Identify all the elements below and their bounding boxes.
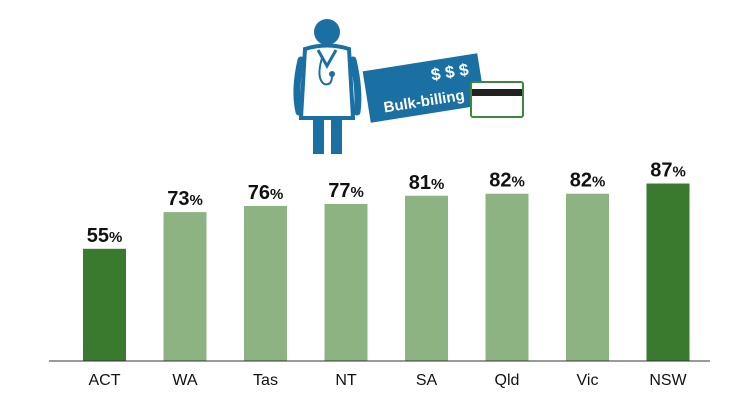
value-label-vic: 82% [570,170,606,192]
bulk-billing-banner: $ $ $ Bulk-billing [362,53,486,123]
value-label-nsw: 87% [650,160,686,182]
value-label-nt: 77% [328,180,364,202]
tick-label-sa: SA [416,372,438,389]
bar-qld [485,193,529,361]
bar-nsw [646,183,690,361]
tick-label-qld: Qld [495,372,520,389]
tick-label-tas: Tas [253,372,278,389]
tick-label-wa: WA [172,372,198,389]
bar-act [83,248,126,361]
bar-wa [163,212,207,361]
value-label-wa: 73% [167,188,203,210]
tick-label-nsw: NSW [649,372,687,389]
bar-nt [324,203,368,361]
value-label-tas: 76% [248,182,284,204]
bar-tas [244,205,287,361]
tick-label-act: ACT [89,372,121,389]
doctor-icon [293,19,362,154]
credit-card-icon [470,81,524,118]
tick-label-nt: NT [335,372,357,389]
value-label-sa: 81% [409,172,445,194]
value-label-qld: 82% [489,170,525,192]
tick-label-vic: Vic [577,372,599,389]
value-label-act: 55% [87,225,123,247]
bar-vic [566,193,609,361]
bar-sa [405,195,448,361]
